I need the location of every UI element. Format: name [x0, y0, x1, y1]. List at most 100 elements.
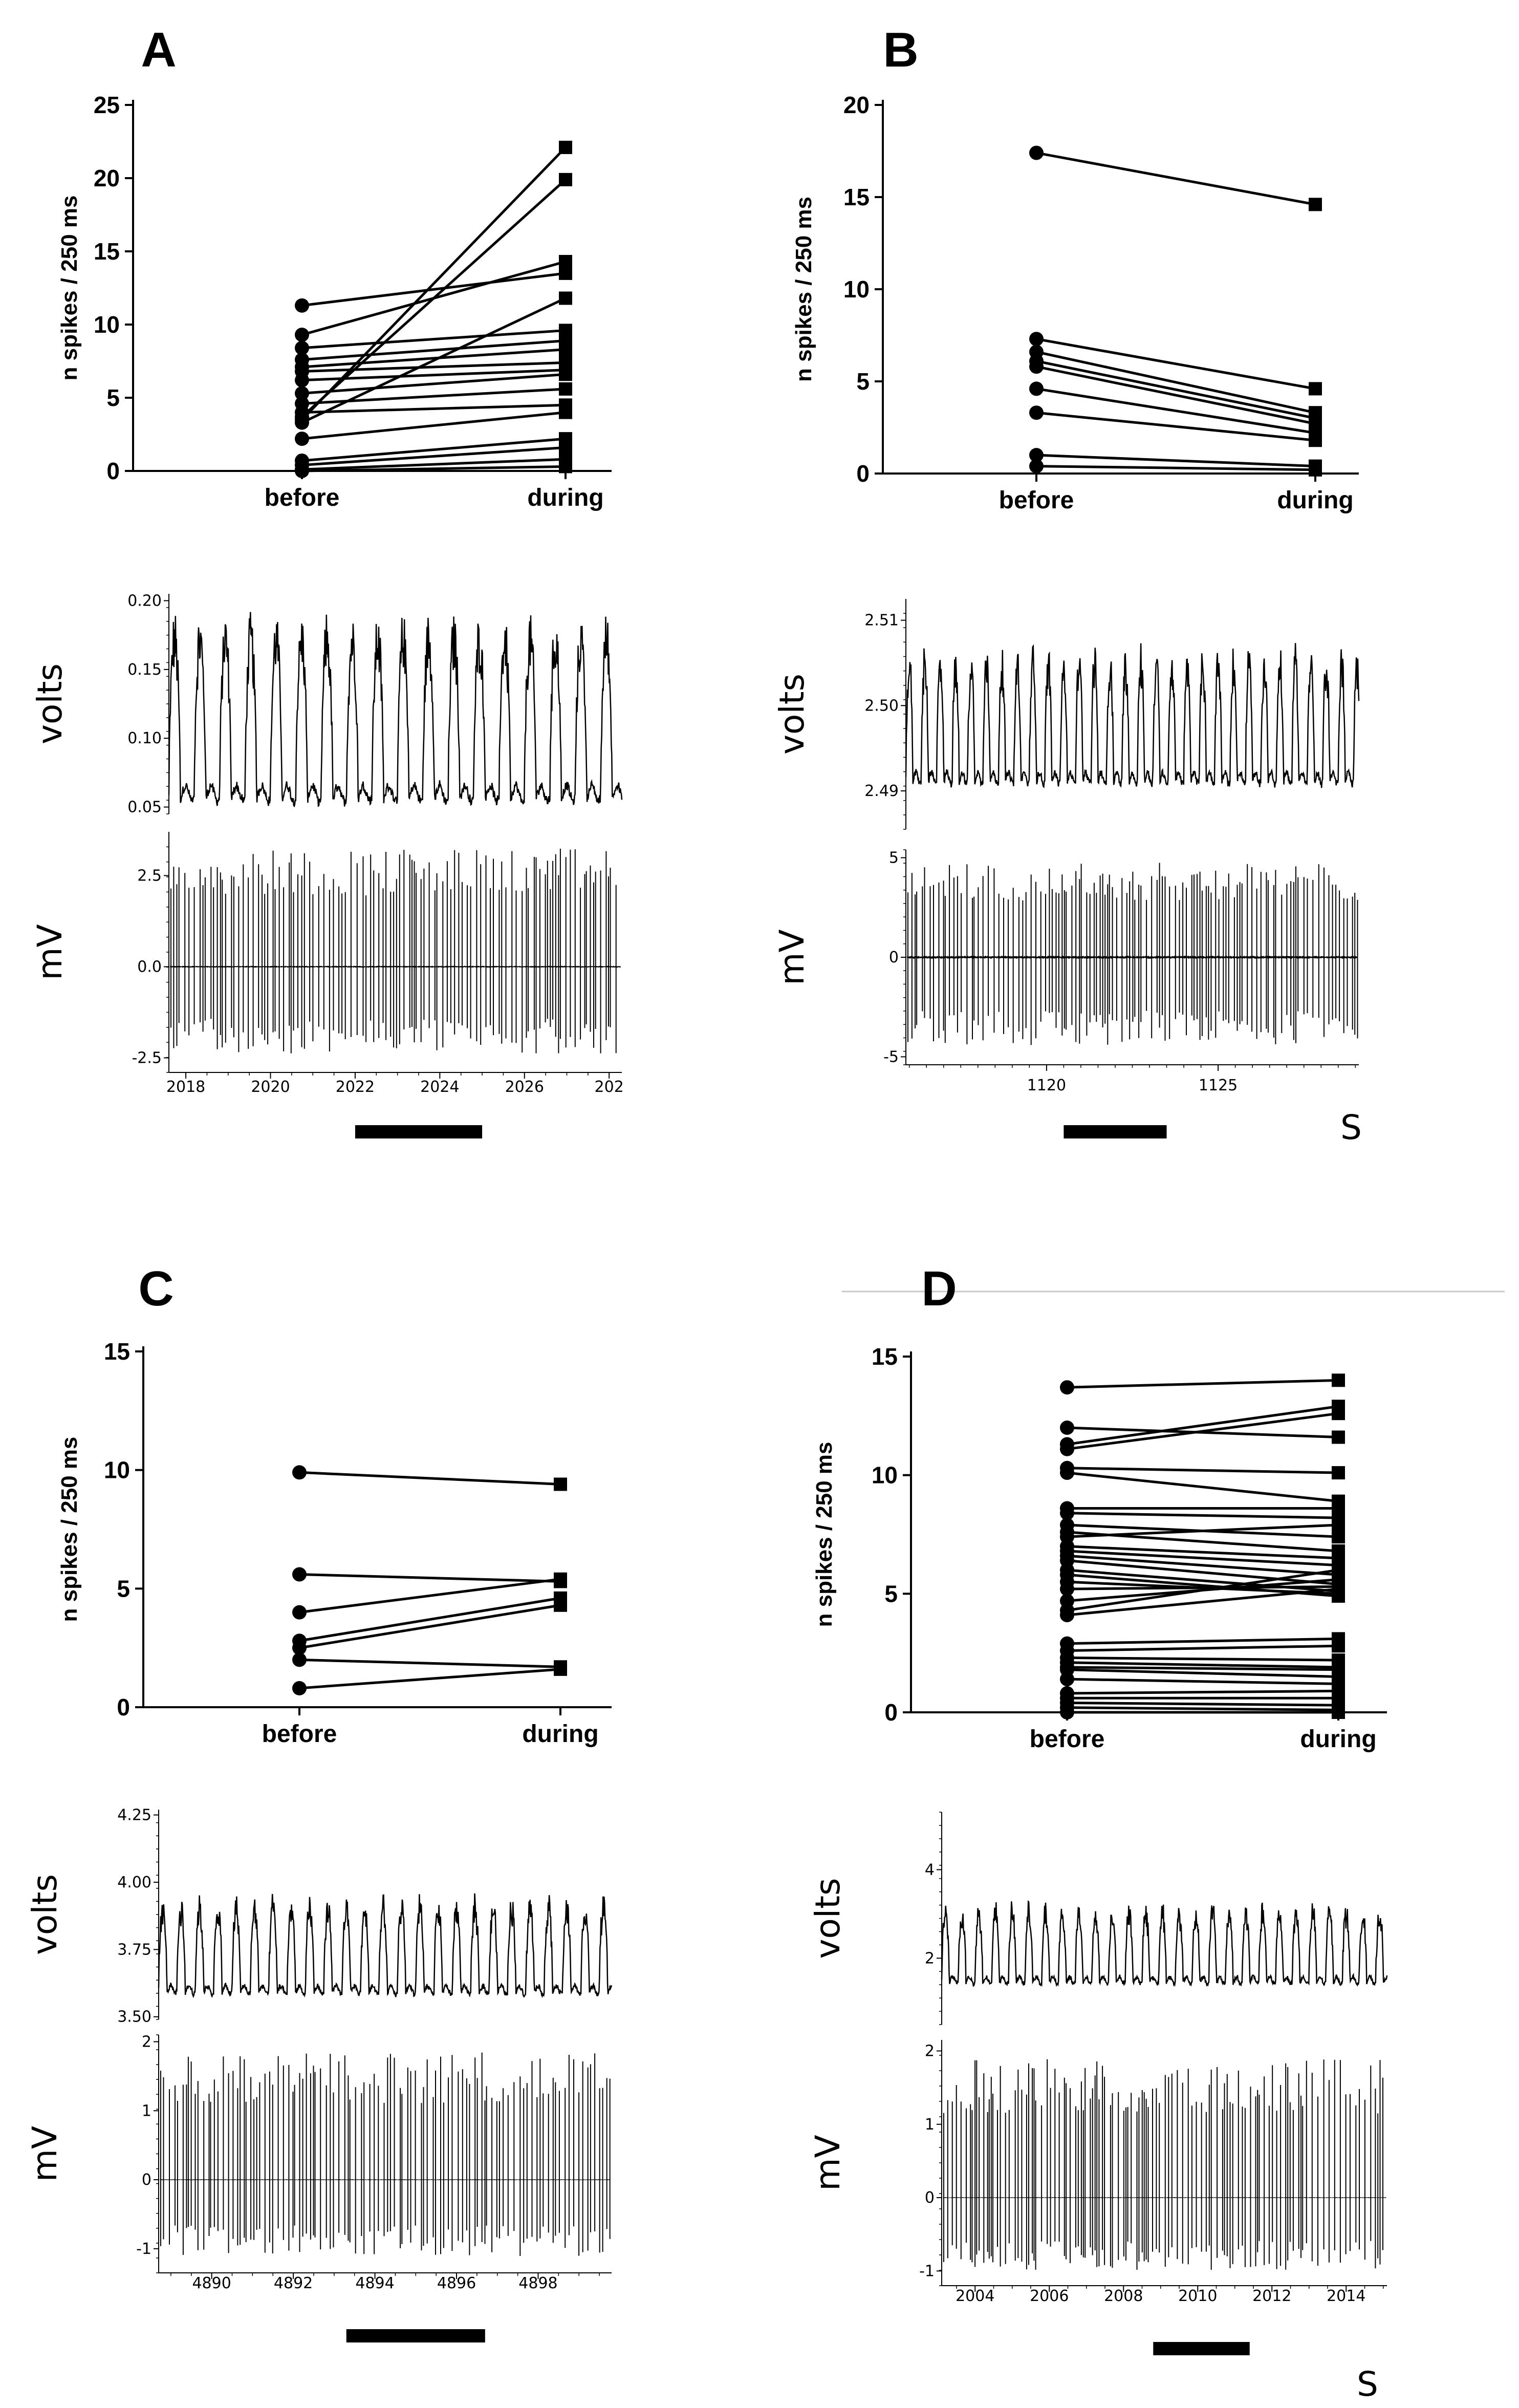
y-tick-label: 5: [106, 384, 120, 411]
mv-tick-label: 2: [925, 2042, 935, 2060]
before-point: [292, 1681, 307, 1695]
pair-line: [301, 329, 566, 350]
pair-line: [299, 1578, 561, 1614]
volts-trace: [168, 612, 623, 808]
mv-tick-label: 1: [142, 2102, 151, 2120]
volts-tick-label: 4.25: [117, 1807, 151, 1824]
panel-label: D: [921, 1261, 957, 1316]
during-point: [559, 255, 572, 269]
panel-label: A: [141, 23, 176, 77]
pair-line: [301, 458, 566, 471]
volts-tick-label: 2.49: [864, 782, 899, 800]
panel-label: C: [138, 1261, 173, 1316]
pair-line: [1036, 465, 1316, 471]
during-point: [554, 1662, 567, 1676]
before-point: [1060, 1466, 1074, 1480]
pair-line: [1067, 1379, 1339, 1389]
pair-line: [1036, 152, 1316, 206]
category-label-before: before: [999, 487, 1074, 514]
y-tick-label: 15: [94, 238, 120, 265]
during-point: [554, 1477, 567, 1491]
before-point: [1060, 1705, 1074, 1719]
pair-line: [299, 1668, 561, 1690]
during-point: [1332, 1563, 1345, 1577]
pair-line: [301, 348, 566, 369]
panel-label: B: [883, 23, 918, 77]
before-point: [1060, 1582, 1074, 1597]
pair-line: [301, 179, 567, 418]
y-tick-label: 10: [94, 311, 120, 338]
before-point: [292, 1652, 307, 1667]
during-point: [1332, 1518, 1345, 1532]
before-point: [1029, 332, 1044, 347]
mv-tick-label: -5: [883, 1048, 899, 1066]
pair-line: [299, 1597, 561, 1642]
pair-line: [1067, 1585, 1339, 1590]
during-point: [1332, 1639, 1345, 1653]
before-point: [295, 373, 309, 388]
time-tick-label: 2006: [1030, 2287, 1069, 2305]
time-tick-label: 2004: [956, 2287, 994, 2305]
pair-line: [1067, 1512, 1339, 1519]
pair-line: [299, 1658, 561, 1668]
pair-line: [1067, 1587, 1339, 1617]
y-tick-label: 0: [856, 460, 870, 487]
y-tick-label: 5: [884, 1580, 898, 1607]
y-tick-label: 15: [104, 1338, 130, 1365]
volts-tick-label: 2.50: [864, 697, 899, 715]
mv-tick-label: 0: [889, 949, 899, 966]
y-tick-label: 5: [856, 368, 870, 395]
during-point: [1309, 434, 1322, 447]
pair-line: [301, 361, 566, 373]
time-tick-label: 2024: [420, 1078, 459, 1096]
pair-line: [301, 272, 566, 307]
volts-tick-label: 4.00: [117, 1874, 151, 1891]
pair-line: [1067, 1706, 1339, 1711]
y-axis-label: n spikes / 250 ms: [57, 1437, 82, 1622]
volts-tick-label: 0.15: [127, 661, 162, 679]
before-point: [295, 464, 309, 478]
mv-axis-label: mV: [30, 924, 70, 980]
stimulus-bar: [1153, 2342, 1250, 2355]
mv-tick-label: 0: [925, 2189, 935, 2207]
pair-line: [1067, 1656, 1339, 1662]
y-tick-label: 15: [843, 184, 870, 210]
panel-b: B 0 5 10 15 20 before during n spikes / 250 ms 2.…: [772, 23, 1362, 1147]
time-tick-label: 4890: [192, 2274, 231, 2292]
pair-line: [299, 1604, 561, 1649]
before-point: [1060, 1672, 1074, 1687]
pair-line: [1067, 1559, 1339, 1586]
during-point: [559, 266, 572, 280]
mv-tick-label: 1: [925, 2116, 935, 2134]
pair-line: [1036, 454, 1316, 468]
during-point: [559, 441, 572, 455]
pair-line: [301, 403, 566, 414]
during-point: [1332, 1373, 1345, 1387]
during-point: [1332, 1706, 1345, 1719]
volts-tick-label: 0.05: [127, 799, 162, 816]
before-point: [292, 1641, 307, 1655]
during-point: [559, 460, 572, 474]
pair-line: [301, 465, 566, 472]
y-tick-label: 0: [884, 1699, 898, 1726]
panel-a: A 0 5 10 15 20 25 before during n spikes / 250 ms…: [30, 23, 624, 1138]
during-point: [559, 342, 572, 356]
time-tick-label: 1125: [1199, 1077, 1238, 1094]
before-point: [1029, 405, 1044, 420]
time-tick-label: 2012: [1252, 2287, 1291, 2305]
before-point: [292, 1465, 307, 1480]
volts-tick-label: 3.50: [117, 2008, 151, 2026]
before-point: [292, 1605, 307, 1620]
pair-line: [1067, 1644, 1339, 1652]
during-point: [554, 1572, 567, 1586]
during-point: [1332, 1407, 1345, 1421]
pair-line: [1067, 1661, 1339, 1669]
pair-line: [1067, 1689, 1339, 1695]
volts-axis-label: volts: [30, 663, 70, 744]
pair-line: [299, 1573, 561, 1583]
pair-line: [1067, 1471, 1339, 1503]
during-point: [559, 382, 572, 396]
category-label-during: during: [1277, 487, 1353, 514]
time-tick-label: 2018: [166, 1078, 205, 1096]
before-point: [1060, 1442, 1074, 1456]
